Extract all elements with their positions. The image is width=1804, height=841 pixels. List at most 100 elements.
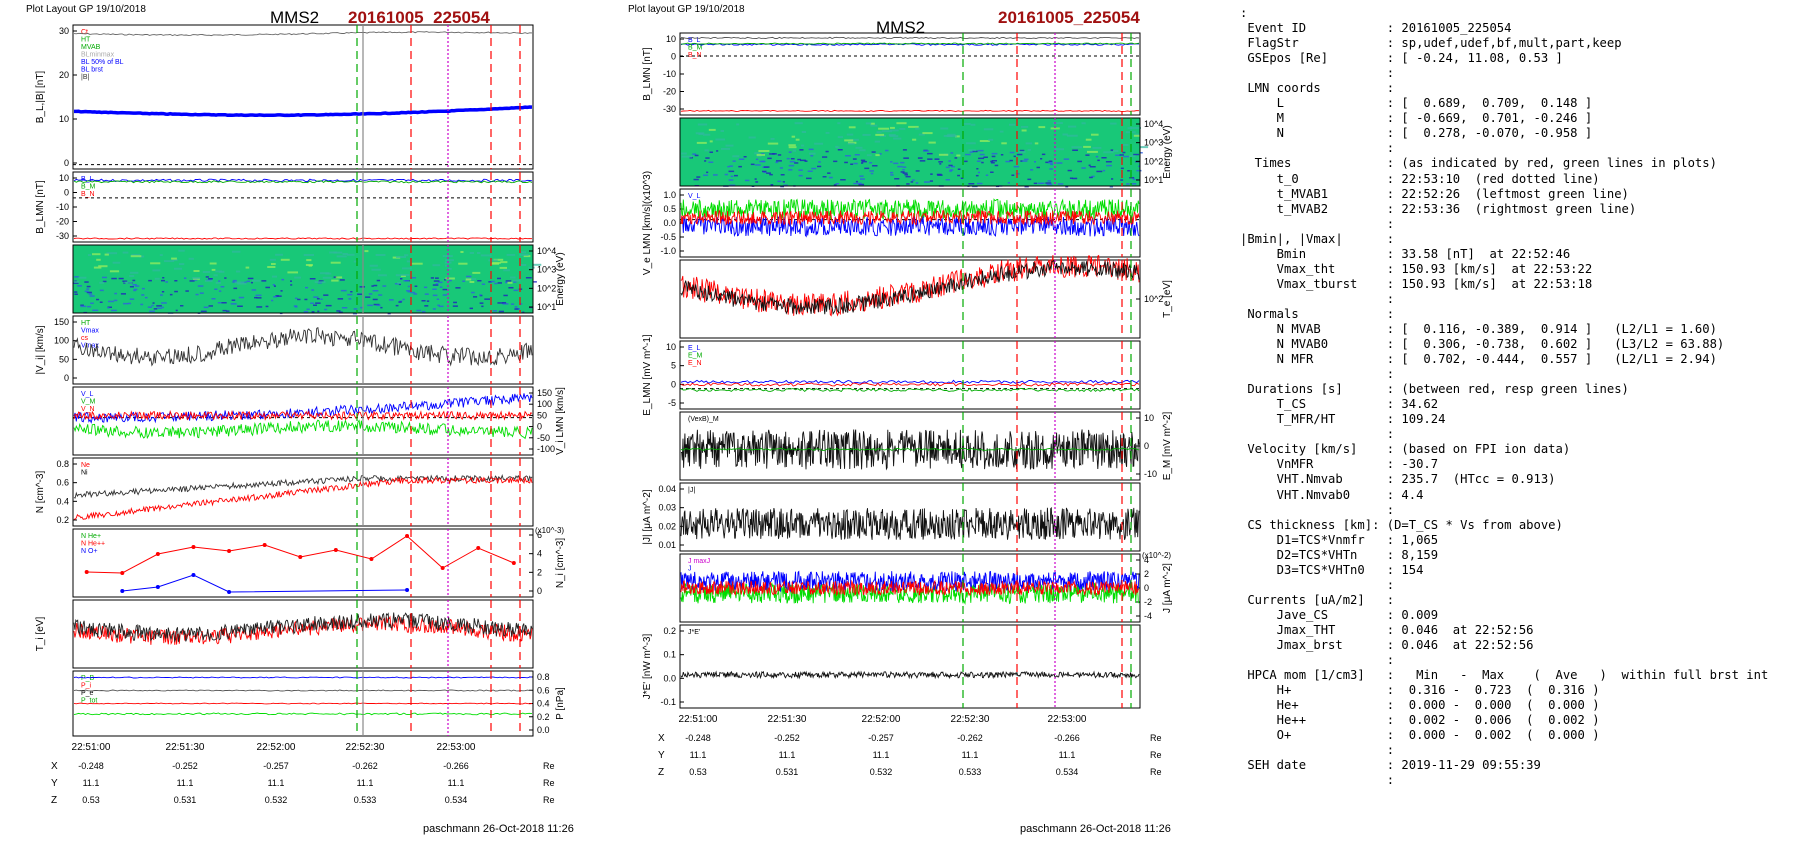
y-axis-label: P [nPa]	[555, 687, 566, 720]
info-line: Bmin : 33.58 [nT] at 22:52:46	[1240, 246, 1571, 261]
spectrogram-cell	[217, 302, 222, 304]
spectrogram-cell	[208, 305, 213, 307]
spectrogram-cell	[833, 184, 837, 186]
y-tick-label: 0	[671, 52, 676, 62]
spectrogram-cell	[315, 302, 321, 304]
series-line	[74, 105, 533, 118]
spectrogram-cell	[1127, 170, 1130, 172]
spectrogram-cell	[837, 122, 841, 125]
spectrogram-cell	[1119, 154, 1124, 156]
spectrogram-cell	[801, 131, 807, 133]
spectrogram-cell	[811, 167, 817, 170]
series-line	[73, 178, 533, 183]
spectrogram-cell	[149, 310, 155, 313]
spectrogram-cell	[175, 309, 178, 312]
spectrogram-cell	[1122, 151, 1126, 154]
spectrogram-cell	[1121, 143, 1129, 146]
y-tick-label: 10^1	[1144, 175, 1163, 185]
spectrogram-cell	[1016, 153, 1023, 156]
spectrogram-cell	[730, 175, 734, 178]
spectrogram-cell	[135, 285, 140, 287]
y-tick-label: -20	[663, 87, 676, 97]
spectrogram-cell	[798, 174, 803, 177]
y-tick-label: 0	[671, 379, 676, 389]
spectrogram-cell	[780, 174, 785, 176]
spectrogram-cell	[226, 310, 230, 312]
spectrogram-cell	[224, 277, 227, 279]
spectrogram-cell	[337, 298, 344, 300]
spectrogram-cell	[999, 130, 1004, 133]
info-line: O+ : 0.000 - 0.002 ( 0.000 )	[1240, 728, 1600, 743]
spectrogram-cell	[950, 152, 954, 154]
spectrogram-cell	[407, 285, 410, 288]
spectrogram-cell	[272, 275, 278, 278]
spectrogram-cell	[303, 254, 314, 256]
info-line: He++ : 0.002 - 0.006 ( 0.002 )	[1240, 713, 1600, 728]
spectrogram-cell	[1049, 168, 1053, 170]
spectrogram-cell	[915, 127, 920, 130]
spectrogram-cell	[424, 293, 429, 295]
spectrogram-cell	[331, 279, 339, 282]
spectrogram-cell	[1009, 151, 1015, 154]
spectrogram-cell	[1120, 167, 1124, 170]
info-line: :	[1240, 577, 1395, 592]
panel-frame	[679, 340, 1141, 410]
spectrogram-cell	[729, 165, 733, 167]
spectrogram-cell	[122, 251, 129, 254]
spectrogram-cell	[73, 282, 79, 284]
data-point	[120, 589, 125, 593]
spectrogram-cell	[271, 299, 274, 302]
spectrogram-cell	[411, 262, 423, 265]
spectrogram-cell	[814, 142, 824, 145]
spectrogram-cell	[433, 280, 440, 282]
spectrogram-cell	[180, 305, 184, 307]
spectrogram-cell	[317, 310, 320, 313]
spectrogram-cell	[372, 290, 379, 292]
info-line: Jmax_THT : 0.046 at 22:52:56	[1240, 622, 1534, 637]
spectrogram-cell	[1083, 145, 1091, 148]
spectrogram-cell	[129, 298, 135, 300]
y-axis-label: V_i LMN [km/s]	[555, 387, 566, 455]
time-tick-label: 22:51:30	[768, 714, 807, 725]
y-tick-label: 0.0	[663, 673, 676, 683]
spectrogram-cell	[311, 289, 315, 291]
spectrogram-cell	[756, 155, 762, 157]
spectrogram-cell	[308, 264, 313, 267]
spectrogram-cell	[340, 289, 347, 292]
spectrogram-cell	[444, 279, 447, 281]
time-tick-label: 22:51:00	[72, 742, 111, 753]
spectrogram-cell	[1020, 125, 1029, 128]
spectrogram-cell	[1037, 182, 1043, 185]
y-axis-label: V_e LMN [km/s](x10^3)	[642, 171, 653, 275]
spectrogram-cell	[855, 180, 858, 183]
coord-unit: Re	[1150, 750, 1162, 760]
spectrogram-cell	[406, 290, 411, 292]
spectrogram-cell	[87, 305, 92, 308]
spectrogram-cell	[725, 144, 734, 147]
spectrogram-cell	[272, 284, 275, 286]
spectrogram-cell	[378, 294, 383, 296]
spectrogram-cell	[88, 293, 93, 295]
series-line	[680, 254, 1140, 317]
spectrogram-cell	[985, 174, 989, 176]
y-tick-label: 0.5	[663, 204, 676, 214]
spectrogram-cell	[492, 310, 497, 312]
spectrogram-cell	[890, 174, 894, 176]
spectrogram-cell	[694, 154, 699, 157]
panel-mid-4: 10 5 0 -5 E_LMN [mV m^-1] E_LE_ME_N	[642, 334, 1141, 416]
spectrogram-cell	[1011, 174, 1015, 176]
spectrogram-cell	[438, 305, 444, 308]
series-line	[680, 36, 1140, 39]
spectrogram-cell	[777, 154, 782, 156]
spectrogram-cell	[825, 131, 830, 134]
spectrogram-cell	[90, 302, 94, 304]
spectrogram-cell	[1021, 129, 1027, 132]
spectrogram-cell	[893, 162, 899, 165]
spectrogram-cell	[800, 159, 806, 162]
spectrogram-cell	[120, 293, 126, 295]
spectrogram-cell	[402, 298, 405, 301]
spectrogram-cell	[118, 277, 124, 280]
spectrogram-cell	[910, 181, 914, 183]
spectrogram-cell	[333, 251, 343, 254]
